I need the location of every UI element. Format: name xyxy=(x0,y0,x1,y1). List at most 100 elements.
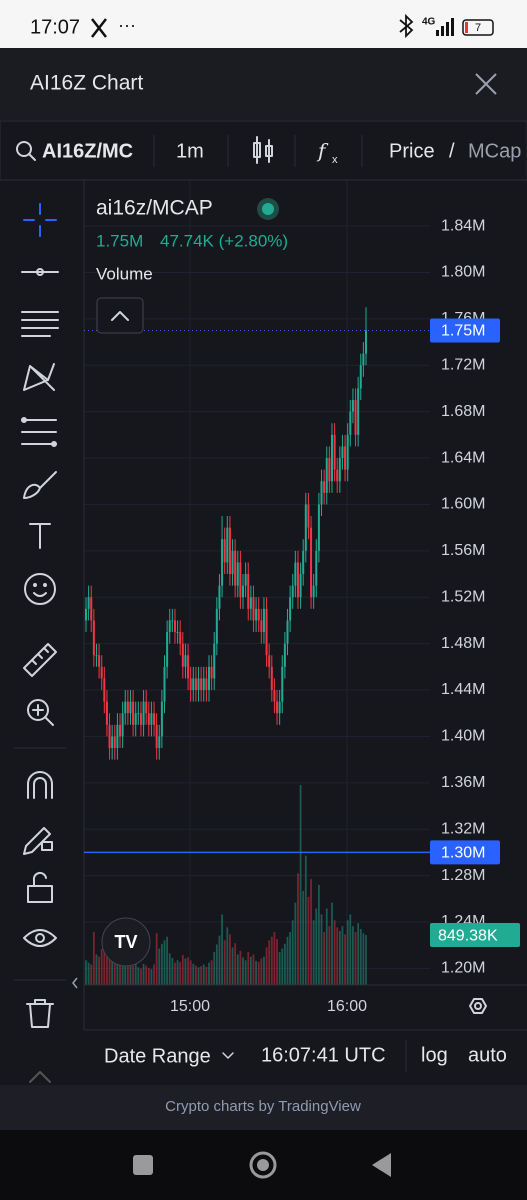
price-toggle[interactable]: Price xyxy=(389,140,435,162)
candle-body xyxy=(129,701,132,714)
interval[interactable]: 1m xyxy=(176,140,204,162)
volume-bar xyxy=(263,956,265,985)
candle-body xyxy=(205,678,208,691)
trend-line-tool[interactable] xyxy=(21,268,59,276)
candle-body xyxy=(270,666,273,691)
pattern-tool[interactable] xyxy=(23,363,55,391)
lock-tool[interactable] xyxy=(27,871,53,903)
candle-body xyxy=(126,701,129,714)
candle-body xyxy=(202,678,205,691)
magnet-tool[interactable] xyxy=(27,771,53,799)
ruler-tool[interactable] xyxy=(23,643,57,677)
candle-body xyxy=(365,330,367,354)
y-tick-label: 1.32M xyxy=(441,820,485,837)
candle-body xyxy=(171,620,174,622)
candle-body xyxy=(113,736,116,749)
settings-button[interactable] xyxy=(469,998,487,1014)
legend-symbol: ai16z/MCAP xyxy=(96,197,213,220)
candle-body xyxy=(137,713,140,715)
candle-body xyxy=(328,458,331,482)
collapse-legend[interactable] xyxy=(96,297,144,334)
candle-body xyxy=(325,458,328,493)
volume-bar xyxy=(307,896,310,985)
candle-body xyxy=(320,481,323,505)
candle-body xyxy=(244,574,247,586)
volume-bar xyxy=(205,966,208,985)
candle-body xyxy=(105,701,108,725)
brush-tool[interactable] xyxy=(23,471,57,499)
scroll-indicator xyxy=(29,1071,51,1083)
y-tick-label: 1.68M xyxy=(441,403,485,420)
volume-bar xyxy=(181,955,184,985)
header xyxy=(0,48,527,120)
y-tick-label: 1.52M xyxy=(441,588,485,605)
tradingview-logo[interactable] xyxy=(101,917,151,967)
network: 4G xyxy=(422,17,436,28)
chart-type-button[interactable] xyxy=(253,136,273,164)
symbol-search[interactable]: AI16Z/MC xyxy=(42,140,133,162)
delete-tool[interactable] xyxy=(26,999,54,1028)
date-range-button[interactable]: Date Range xyxy=(104,1045,211,1067)
volume-bar xyxy=(98,956,100,985)
volume-bar xyxy=(187,957,189,985)
emoji-tool[interactable] xyxy=(24,573,56,605)
text-tool[interactable] xyxy=(29,523,51,549)
legend-change: 47.74K (+2.80%) xyxy=(160,231,288,250)
crosshair-tool[interactable] xyxy=(23,203,57,237)
back-button[interactable] xyxy=(372,1153,391,1177)
mcap-toggle[interactable]: MCap xyxy=(468,140,521,162)
x-tick-label: 15:00 xyxy=(170,998,210,1015)
candle-body xyxy=(294,562,297,586)
visibility-tool[interactable] xyxy=(23,929,57,947)
prediction-tool[interactable] xyxy=(21,417,57,447)
candle-body xyxy=(98,655,101,667)
candle-body xyxy=(95,655,98,657)
home-button[interactable] xyxy=(249,1151,277,1179)
candle-body xyxy=(145,701,148,714)
volume-bar xyxy=(134,960,137,985)
volume-bar xyxy=(270,936,273,985)
y-tick-label: 1.44M xyxy=(441,681,485,698)
log-toggle[interactable]: log xyxy=(421,1044,448,1066)
volume-bar xyxy=(286,936,289,985)
collapse-button[interactable] xyxy=(72,977,78,989)
candle-body xyxy=(278,701,281,714)
volume-bar xyxy=(320,914,323,985)
candle-body xyxy=(362,353,365,366)
fib-tool[interactable] xyxy=(21,311,59,337)
close-button[interactable] xyxy=(475,73,497,95)
volume-bar xyxy=(244,960,247,985)
candle-body xyxy=(132,701,135,725)
volume-bar xyxy=(289,932,292,985)
candle-body xyxy=(163,666,166,702)
recents-button[interactable] xyxy=(133,1155,153,1175)
candle-body xyxy=(192,678,195,691)
legend-price: 1.75M xyxy=(96,231,143,250)
candle-body xyxy=(103,678,106,702)
volume-bar xyxy=(142,963,145,985)
volume-bar xyxy=(163,940,166,985)
more-icon: ··· xyxy=(118,15,136,35)
volume-bar xyxy=(200,966,203,985)
search-icon xyxy=(16,141,32,157)
zoom-tool[interactable] xyxy=(27,699,54,726)
y-tick-label: 1.36M xyxy=(441,774,485,791)
auto-toggle[interactable]: auto xyxy=(468,1044,507,1066)
candle-body xyxy=(236,562,239,586)
volume-bar xyxy=(352,926,354,985)
volume-bar xyxy=(265,947,268,985)
volume-bar xyxy=(106,946,108,985)
volume-bar xyxy=(121,954,124,985)
candle-body xyxy=(155,724,158,749)
volume-bar xyxy=(116,962,119,985)
volume-bar xyxy=(252,954,255,985)
volume-bar xyxy=(315,908,318,985)
volume-bar xyxy=(359,929,362,985)
candle-body xyxy=(239,562,242,598)
candle-body xyxy=(341,446,344,459)
volume-bar xyxy=(247,952,250,985)
price-line-label: 1.30M xyxy=(441,845,485,862)
volume-bar xyxy=(218,935,221,985)
volume-bar xyxy=(210,960,213,985)
lock-drawing-tool[interactable] xyxy=(23,827,53,855)
